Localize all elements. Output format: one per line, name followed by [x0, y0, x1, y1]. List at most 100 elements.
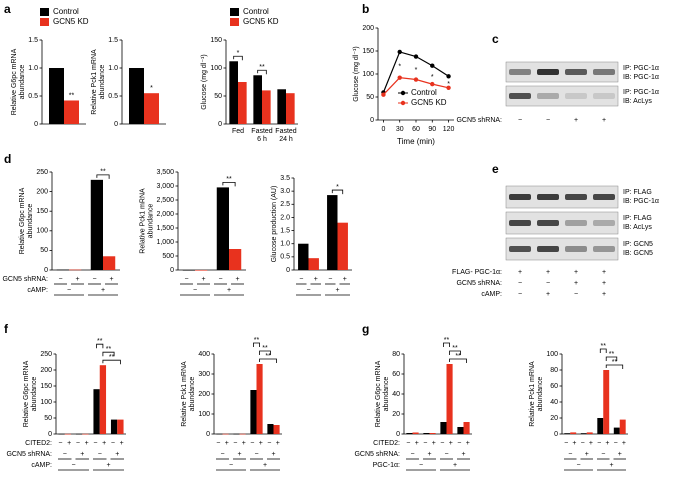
y-axis-label: Glucose production (AU) — [271, 186, 278, 263]
y-axis-label: Relative Pck1 mRNA — [529, 361, 536, 427]
bar — [216, 433, 223, 435]
y-tick-label: 0 — [370, 117, 374, 124]
row-sign: − — [410, 451, 414, 458]
row-sign: − — [581, 440, 585, 447]
blot-band — [509, 220, 531, 226]
bar — [406, 433, 413, 434]
significance: ** — [69, 92, 75, 99]
bar — [64, 100, 79, 124]
row-sign: + — [453, 462, 457, 469]
significance: * — [398, 64, 401, 71]
bar — [298, 243, 309, 270]
y-tick-label: 0 — [396, 431, 400, 438]
y-tick-label: 0.5 — [280, 254, 290, 261]
legend-label: GCN5 KD — [411, 98, 447, 107]
point — [397, 49, 402, 55]
significance-bracket — [443, 342, 450, 347]
y-tick-label: 100 — [362, 71, 374, 78]
row-sign: − — [67, 287, 71, 294]
y-tick-label: 60 — [550, 383, 558, 390]
significance: ** — [259, 64, 265, 71]
point — [381, 92, 386, 97]
y-axis-label: abundance — [19, 65, 26, 100]
significance-bracket — [257, 69, 267, 75]
row-sign: − — [423, 440, 427, 447]
bar — [423, 433, 430, 434]
blot-band — [509, 246, 531, 252]
y-tick-label: 200 — [362, 25, 374, 32]
blot-band — [565, 93, 587, 99]
row-sign: + — [263, 462, 267, 469]
significance: * — [237, 50, 240, 57]
bar — [277, 89, 286, 124]
x-tick-label: 0 — [381, 126, 385, 133]
row-sign: + — [572, 440, 576, 447]
blot-background — [505, 61, 619, 83]
y-tick-label: 200 — [36, 188, 48, 195]
significance-bracket — [102, 351, 115, 357]
bar — [286, 93, 295, 124]
row-label: cAMP: — [27, 287, 48, 294]
row-sign: − — [71, 462, 75, 469]
point — [446, 85, 451, 91]
point — [446, 74, 451, 79]
row-sign: + — [574, 280, 578, 287]
y-tick-label: 0 — [218, 121, 222, 128]
x-tick-label: 60 — [412, 126, 420, 133]
significance-bracket — [259, 358, 277, 363]
row-sign: + — [546, 291, 550, 298]
blot-band — [565, 220, 587, 226]
row-label: CITED2: — [25, 440, 52, 447]
blot-background — [505, 185, 619, 209]
bar — [597, 418, 604, 434]
blot-band — [593, 246, 615, 252]
row-sign: + — [415, 440, 419, 447]
bar — [117, 419, 124, 434]
y-axis-label: Relative G6pc mRNA — [23, 360, 30, 427]
bar — [603, 370, 610, 434]
row-sign: − — [546, 280, 550, 287]
row-label: PGC-1α: — [373, 462, 400, 469]
y-tick-label: 250 — [40, 351, 52, 358]
y-tick-label: 500 — [162, 253, 174, 260]
y-tick-label: 80 — [392, 351, 400, 358]
bar — [99, 365, 107, 434]
blot-band — [537, 246, 559, 252]
row-sign: − — [193, 287, 197, 294]
y-tick-label: 50 — [44, 415, 52, 422]
bar — [229, 61, 238, 124]
row-sign: + — [235, 276, 239, 283]
bar — [49, 68, 64, 124]
row-sign: + — [602, 269, 606, 276]
row-sign: + — [546, 269, 550, 276]
row-label: GCN5 shRNA: — [354, 451, 400, 458]
blot-label: IP: FLAG — [623, 189, 652, 196]
y-axis-label: Relative Pck1 mRNA — [139, 188, 146, 254]
significance-bracket — [96, 343, 104, 349]
row-sign: + — [427, 451, 431, 458]
bar — [64, 433, 72, 435]
row-sign: + — [106, 462, 110, 469]
y-tick-label: 150 — [40, 383, 52, 390]
row-sign: − — [58, 276, 62, 283]
row-label: GCN5 shRNA: — [456, 280, 502, 287]
blot-background — [505, 237, 619, 261]
row-sign: + — [225, 440, 229, 447]
y-axis-label: Relative Pck1 mRNA — [91, 49, 98, 115]
bar — [463, 422, 470, 434]
y-tick-label: 3,500 — [156, 169, 174, 176]
row-sign: − — [419, 462, 423, 469]
blot-band — [509, 194, 531, 200]
bar — [82, 433, 89, 435]
y-tick-label: 60 — [392, 371, 400, 378]
bar — [267, 424, 274, 434]
blot-label: IB: PGC-1α — [623, 74, 659, 81]
row-sign: + — [120, 440, 124, 447]
bar — [216, 187, 229, 270]
y-tick-label: 150 — [36, 208, 48, 215]
x-axis-label: Time (min) — [397, 137, 435, 146]
significance: ** — [609, 351, 615, 358]
y-axis-label: abundance — [27, 204, 34, 239]
x-tick-label: Fasted — [275, 128, 297, 135]
significance-bracket — [233, 55, 243, 61]
